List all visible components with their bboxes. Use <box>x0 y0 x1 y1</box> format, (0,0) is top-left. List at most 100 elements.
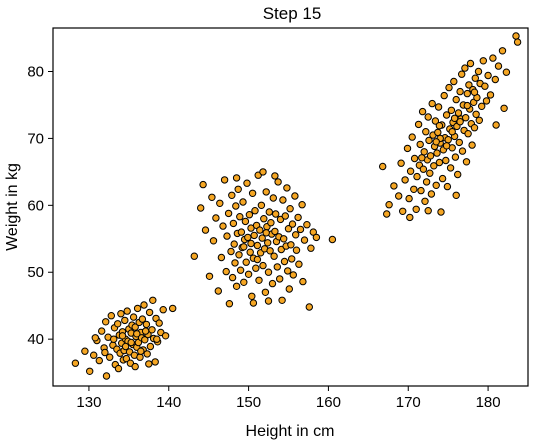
data-point <box>274 178 282 186</box>
data-point <box>142 320 151 329</box>
data-point <box>452 95 460 104</box>
data-point <box>228 191 236 200</box>
data-point <box>278 296 286 304</box>
data-point <box>199 180 207 189</box>
data-point <box>413 172 421 181</box>
x-tick-label: 150 <box>236 394 261 411</box>
data-point <box>140 301 148 309</box>
data-point <box>159 306 167 314</box>
data-point <box>422 128 430 136</box>
data-point <box>197 204 205 212</box>
data-point <box>284 225 293 233</box>
data-point <box>91 334 100 342</box>
data-point <box>385 201 393 209</box>
data-point <box>418 107 427 116</box>
data-point <box>408 133 416 141</box>
data-point <box>383 210 391 218</box>
data-point <box>288 255 296 263</box>
data-point <box>129 313 138 321</box>
data-point <box>454 170 462 179</box>
data-point <box>512 32 520 40</box>
data-point <box>406 213 414 222</box>
data-point <box>280 235 288 243</box>
data-point <box>399 207 407 216</box>
data-point <box>145 308 154 317</box>
data-point <box>235 251 243 259</box>
data-point <box>500 104 508 113</box>
data-point <box>472 110 480 119</box>
data-point <box>286 205 294 213</box>
data-point <box>133 330 141 338</box>
data-point <box>222 267 230 276</box>
data-point <box>279 196 287 204</box>
data-point <box>259 168 267 176</box>
y-axis: 40 50 60 70 80 <box>27 63 53 348</box>
data-point <box>234 185 242 194</box>
data-point <box>405 194 413 203</box>
data-point <box>397 159 405 167</box>
data-point <box>427 190 436 198</box>
data-point <box>470 88 479 96</box>
data-point <box>253 241 262 250</box>
data-point <box>424 207 432 215</box>
data-point <box>479 57 487 65</box>
data-point <box>421 197 429 206</box>
data-point <box>245 211 254 219</box>
data-point <box>432 181 440 190</box>
data-point <box>265 208 273 216</box>
data-point <box>190 252 199 260</box>
data-point <box>241 217 250 226</box>
data-point <box>107 312 116 320</box>
data-point <box>433 149 441 157</box>
data-point <box>219 222 227 230</box>
data-point <box>445 83 453 92</box>
data-point <box>169 304 177 313</box>
data-point <box>284 267 292 275</box>
y-tick-label: 60 <box>27 197 44 214</box>
data-point <box>451 153 460 161</box>
data-point <box>458 147 467 155</box>
data-point <box>458 70 466 78</box>
data-point <box>121 342 130 351</box>
data-point <box>136 353 144 361</box>
data-point <box>426 169 434 177</box>
data-point <box>161 332 170 340</box>
data-point <box>227 247 235 256</box>
data-point <box>498 47 507 55</box>
data-point <box>153 335 161 343</box>
data-point <box>250 231 258 240</box>
data-point <box>244 233 252 242</box>
data-point <box>466 59 475 68</box>
data-point <box>440 91 448 100</box>
data-point <box>418 154 426 162</box>
data-point <box>102 372 111 380</box>
data-point <box>251 207 259 215</box>
data-point <box>281 212 289 220</box>
data-point <box>435 158 444 167</box>
data-point <box>118 332 127 340</box>
data-point <box>243 179 251 187</box>
data-point <box>287 241 295 249</box>
data-point <box>146 342 155 351</box>
plot-frame <box>52 27 529 387</box>
data-point <box>438 174 447 183</box>
data-point <box>255 276 263 284</box>
data-point <box>239 198 247 206</box>
data-point <box>117 310 125 318</box>
data-point <box>141 336 149 344</box>
data-point <box>481 82 489 90</box>
data-point <box>271 172 279 180</box>
data-point <box>425 136 433 145</box>
data-point <box>273 263 281 271</box>
data-point <box>492 121 500 129</box>
data-point <box>471 74 479 82</box>
data-point <box>114 364 123 373</box>
x-tick-label: 130 <box>76 394 101 411</box>
data-point <box>292 231 300 239</box>
data-point <box>261 288 270 296</box>
data-point <box>272 210 280 218</box>
data-point <box>127 338 135 347</box>
data-point <box>133 304 142 313</box>
data-point <box>236 266 245 274</box>
